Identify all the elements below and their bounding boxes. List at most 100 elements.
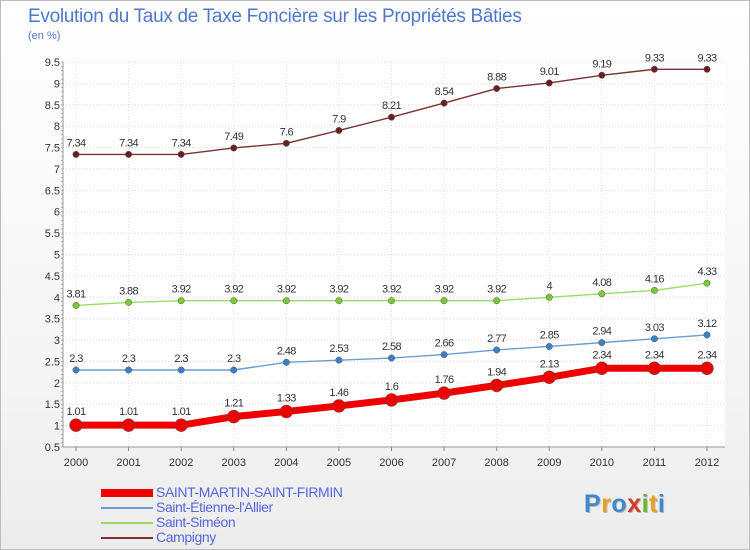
data-label-saint-tienne-l-allier: 2.66 [435, 338, 454, 350]
data-point-saint-martin-saint-firmin [542, 370, 556, 385]
y-tick-label: 2.5 [45, 356, 60, 368]
x-tick-label: 2002 [169, 457, 193, 469]
data-point-saint-martin-saint-firmin [437, 386, 451, 400]
x-tick-label: 2011 [643, 457, 667, 469]
data-label-saint-martin-saint-firmin: 2.34 [697, 349, 716, 361]
data-label-saint-martin-saint-firmin: 1.01 [119, 406, 138, 418]
logo-letter: o [611, 490, 628, 518]
data-point-campigny [335, 126, 343, 134]
data-point-saint-sim-on [703, 279, 711, 287]
data-label-campigny: 7.6 [280, 126, 294, 138]
data-label-saint-tienne-l-allier: 2.77 [487, 333, 506, 345]
y-tick-label: 0.5 [45, 442, 60, 454]
logo-letter: r [601, 490, 612, 518]
data-label-saint-martin-saint-firmin: 2.34 [645, 349, 664, 361]
data-point-saint-tienne-l-allier [388, 354, 395, 362]
data-point-campigny [493, 85, 501, 92]
data-point-saint-sim-on [335, 297, 343, 305]
data-point-saint-martin-saint-firmin [174, 418, 188, 432]
data-label-saint-martin-saint-firmin: 1.01 [172, 406, 191, 418]
data-point-saint-sim-on [440, 297, 448, 305]
legend-swatch [101, 522, 153, 524]
data-point-saint-martin-saint-firmin [647, 361, 662, 376]
data-point-saint-sim-on [282, 297, 290, 305]
data-label-saint-tienne-l-allier: 2.3 [174, 353, 188, 365]
data-point-saint-martin-saint-firmin [69, 418, 83, 432]
data-point-saint-sim-on [177, 297, 185, 305]
data-label-saint-sim-on: 3.81 [66, 288, 85, 300]
data-label-saint-martin-saint-firmin: 1.94 [487, 366, 506, 378]
y-tick-label: 7.5 [45, 143, 60, 155]
data-label-campigny: 7.9 [332, 113, 346, 125]
legend-label: Saint-Siméon [156, 514, 236, 530]
data-point-saint-sim-on [230, 297, 238, 305]
y-tick-label: 8.5 [45, 100, 60, 112]
y-tick-label: 1 [54, 421, 60, 433]
data-point-campigny [545, 79, 553, 87]
data-point-campigny [703, 65, 711, 73]
x-tick-label: 2009 [537, 457, 561, 469]
x-tick-label: 2006 [379, 457, 403, 469]
data-point-saint-sim-on [493, 297, 501, 305]
data-label-campigny: 9.19 [592, 58, 611, 70]
data-point-campigny [650, 65, 658, 73]
data-point-saint-tienne-l-allier [230, 366, 238, 374]
legend-swatch [101, 489, 153, 497]
y-tick-label: 2 [54, 378, 60, 390]
y-tick-label: 1.5 [45, 399, 60, 411]
data-point-campigny [598, 71, 606, 79]
data-label-saint-tienne-l-allier: 3.12 [697, 318, 716, 330]
data-point-saint-martin-saint-firmin [700, 361, 714, 376]
data-label-saint-sim-on: 3.92 [487, 284, 506, 296]
data-label-saint-sim-on: 3.92 [224, 284, 243, 296]
data-label-saint-tienne-l-allier: 2.48 [277, 345, 296, 357]
data-point-campigny [230, 144, 238, 152]
legend-label: SAINT-MARTIN-SAINT-FIRMIN [156, 484, 343, 500]
data-point-saint-tienne-l-allier [72, 366, 80, 374]
logo-letter: t [649, 490, 658, 518]
x-tick-label: 2005 [327, 457, 351, 469]
legend-swatch [101, 537, 153, 539]
data-point-saint-tienne-l-allier [493, 346, 501, 354]
logo-letter: i [657, 490, 666, 518]
data-point-campigny [125, 150, 133, 158]
y-tick-label: 3 [54, 335, 60, 347]
data-point-saint-sim-on [650, 286, 658, 294]
data-label-saint-sim-on: 4 [546, 280, 552, 292]
data-point-saint-martin-saint-firmin [332, 399, 346, 413]
data-label-campigny: 7.34 [66, 137, 85, 149]
data-label-campigny: 8.54 [435, 86, 454, 98]
legend-swatch [101, 507, 153, 509]
x-tick-label: 2008 [484, 457, 508, 469]
data-point-saint-sim-on [125, 298, 133, 306]
data-point-saint-tienne-l-allier [650, 335, 658, 343]
data-label-saint-sim-on: 3.88 [119, 285, 138, 297]
data-label-saint-tienne-l-allier: 2.85 [540, 329, 559, 341]
data-label-saint-sim-on: 3.92 [329, 284, 348, 296]
data-label-saint-martin-saint-firmin: 2.13 [540, 358, 559, 370]
data-point-saint-tienne-l-allier [125, 366, 133, 374]
data-label-saint-sim-on: 3.92 [277, 284, 296, 296]
x-tick-label: 2001 [116, 457, 140, 469]
data-point-saint-martin-saint-firmin [227, 409, 241, 424]
y-tick-label: 9.5 [45, 57, 60, 69]
x-tick-label: 2000 [64, 457, 88, 469]
data-label-saint-sim-on: 4.08 [592, 277, 611, 289]
proxiti-logo: Proxiti [584, 490, 665, 519]
data-label-campigny: 7.49 [224, 131, 243, 143]
data-point-saint-sim-on [598, 290, 606, 298]
y-tick-label: 7 [54, 164, 60, 176]
data-point-saint-sim-on [72, 301, 80, 309]
y-tick-label: 3.5 [45, 314, 60, 326]
data-point-saint-tienne-l-allier [177, 366, 185, 374]
data-label-campigny: 8.88 [487, 72, 506, 84]
data-point-campigny [72, 150, 80, 158]
y-tick-label: 6 [54, 207, 60, 219]
chart-title: Evolution du Taux de Taxe Foncière sur l… [28, 6, 522, 27]
data-point-saint-martin-saint-firmin [279, 404, 294, 419]
x-tick-label: 2007 [432, 457, 456, 469]
data-label-saint-tienne-l-allier: 2.3 [69, 353, 83, 365]
data-label-saint-sim-on: 4.33 [697, 266, 716, 278]
data-point-saint-tienne-l-allier [282, 358, 290, 366]
